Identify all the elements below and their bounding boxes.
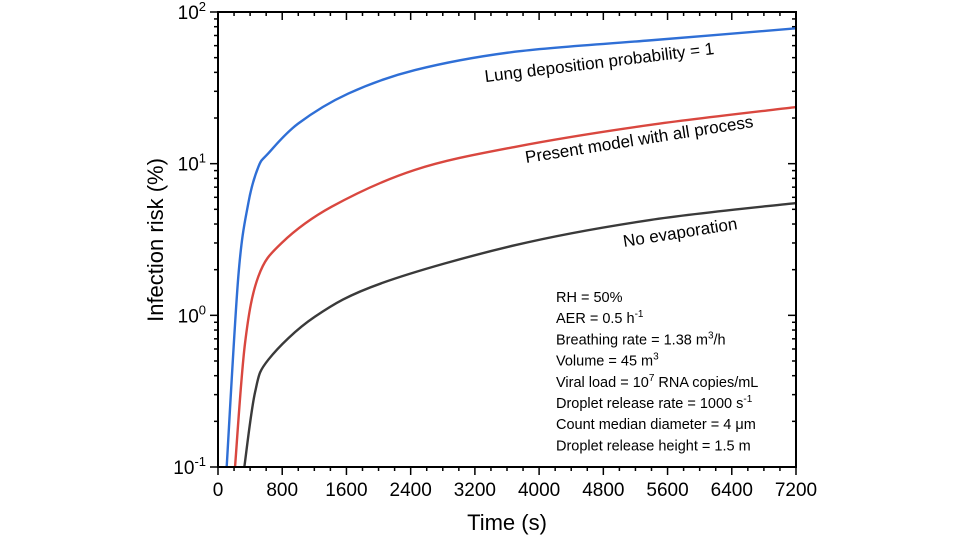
x-tick-label: 800 — [266, 480, 298, 501]
y-tick-label: 102 — [178, 0, 206, 24]
x-tick-label: 2400 — [390, 480, 432, 501]
parameter-line: Volume = 45 m3 — [556, 352, 659, 370]
x-tick-label: 7200 — [775, 480, 817, 501]
y-tick-label: 101 — [178, 151, 206, 176]
parameter-line: Droplet release rate = 1000 s-1 — [556, 394, 753, 412]
x-tick-label: 4800 — [582, 480, 624, 501]
series-line-0 — [225, 27, 797, 468]
parameter-line: AER = 0.5 h-1 — [556, 309, 644, 327]
series-annotation: No evaporation — [622, 214, 739, 251]
parameter-line: Breathing rate = 1.38 m3/h — [556, 330, 726, 348]
series-annotation: Lung deposition probability = 1 — [483, 39, 715, 86]
parameter-line: Count median diameter = 4 μm — [556, 417, 756, 433]
series-line-2 — [243, 201, 797, 468]
x-tick-label: 6400 — [711, 480, 753, 501]
y-tick-label: 10-1 — [173, 454, 206, 479]
parameter-line: RH = 50% — [556, 290, 623, 306]
x-tick-label: 0 — [213, 480, 224, 501]
parameter-line: Viral load = 107 RNA copies/mL — [556, 373, 758, 391]
plot-frame — [217, 11, 797, 468]
series-line-1 — [233, 105, 797, 468]
x-tick-label: 4000 — [518, 480, 560, 501]
x-tick-label: 1600 — [325, 480, 367, 501]
x-tick-label: 3200 — [454, 480, 496, 501]
y-axis-label: Infection risk (%) — [143, 158, 168, 322]
x-axis-label: Time (s) — [467, 510, 547, 535]
x-tick-label: 5600 — [646, 480, 688, 501]
y-tick-label: 100 — [178, 302, 206, 327]
parameter-line: Droplet release height = 1.5 m — [556, 438, 751, 454]
